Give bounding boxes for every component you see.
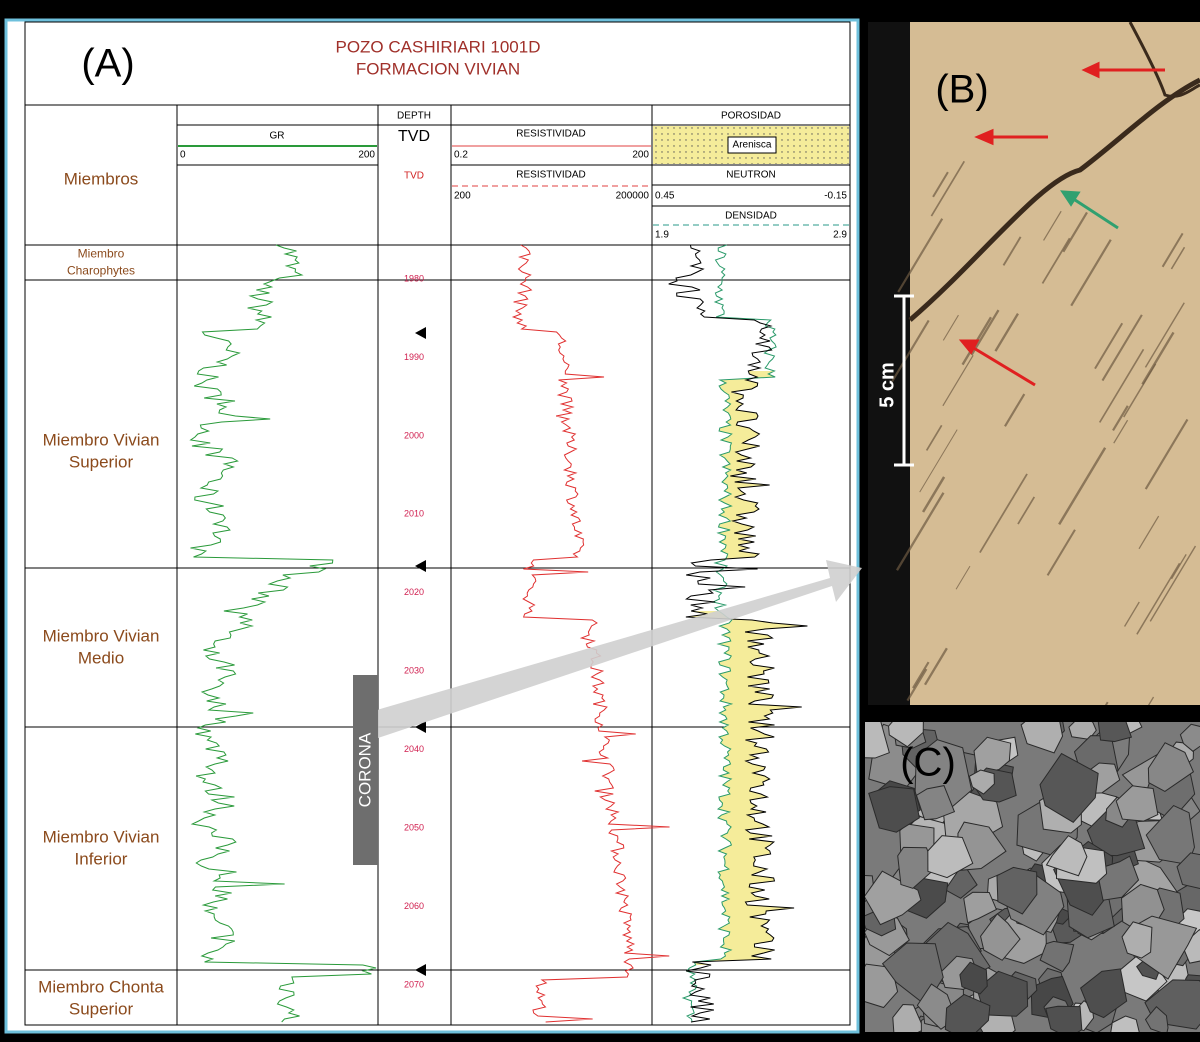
depth-tick-label: 2040 [404, 744, 424, 754]
depth-tick-label: 2030 [404, 666, 424, 676]
panel-b: 5 cm (B) [868, 22, 1200, 762]
scale-max: -0.15 [824, 191, 847, 202]
title: FORMACION VIVIAN [356, 59, 520, 78]
panel-c: (C) [835, 700, 1200, 1037]
scale-min: 0.2 [454, 150, 468, 161]
scale-min: 1.9 [655, 230, 669, 241]
track-name: RESISTIVIDAD [516, 129, 585, 140]
scale-min: 200 [454, 191, 471, 202]
member-label: Medio [78, 648, 124, 667]
panel-label: (C) [900, 741, 956, 785]
scale-min: 0 [180, 150, 186, 161]
track-name: GR [270, 131, 285, 142]
rock-photo [868, 22, 1200, 705]
depth-tick-label: 2060 [404, 901, 424, 911]
panel-label: (B) [935, 68, 988, 112]
title: POZO CASHIRIARI 1001D [335, 37, 540, 56]
member-label: Charophytes [67, 264, 135, 278]
scale-max: 200 [358, 150, 375, 161]
track-name: RESISTIVIDAD [516, 170, 585, 181]
depth-unit: TVD [404, 171, 424, 182]
scale-min: 0.45 [655, 191, 675, 202]
panel-label: (A) [81, 42, 134, 86]
member-label: Miembro Vivian [43, 430, 160, 449]
member-label: Miembro [78, 247, 125, 261]
depth-tick-label: 2070 [404, 979, 424, 989]
depth-tick-label: 2010 [404, 509, 424, 519]
depth-tick-label: 1990 [404, 352, 424, 362]
member-label: Superior [69, 452, 134, 471]
track-name: POROSIDAD [721, 111, 781, 122]
member-label: Miembros [64, 169, 139, 188]
member-label: Miembro Chonta [38, 977, 164, 996]
scale-label: 5 cm [876, 362, 898, 408]
member-label: Miembro Vivian [43, 626, 160, 645]
depth-tick-label: 1980 [404, 273, 424, 283]
depth-tick-label: 2050 [404, 822, 424, 832]
legend-label: Arenisca [733, 140, 772, 151]
track-name: DENSIDAD [725, 211, 777, 222]
scale-max: 2.9 [833, 230, 847, 241]
depth-tick-label: 2020 [404, 587, 424, 597]
scale-max: 200000 [616, 191, 650, 202]
track-name: DEPTH [397, 111, 431, 122]
member-label: Superior [69, 999, 134, 1018]
depth-unit: TVD [398, 128, 430, 145]
member-label: Miembro Vivian [43, 827, 160, 846]
scale-max: 200 [632, 150, 649, 161]
figure: (A) POZO CASHIRIARI 1001D FORMACION VIVI… [0, 0, 1200, 1037]
depth-tick-label: 2000 [404, 430, 424, 440]
member-label: Inferior [75, 849, 128, 868]
core-label: CORONA [355, 732, 374, 807]
track-name: NEUTRON [726, 170, 775, 181]
